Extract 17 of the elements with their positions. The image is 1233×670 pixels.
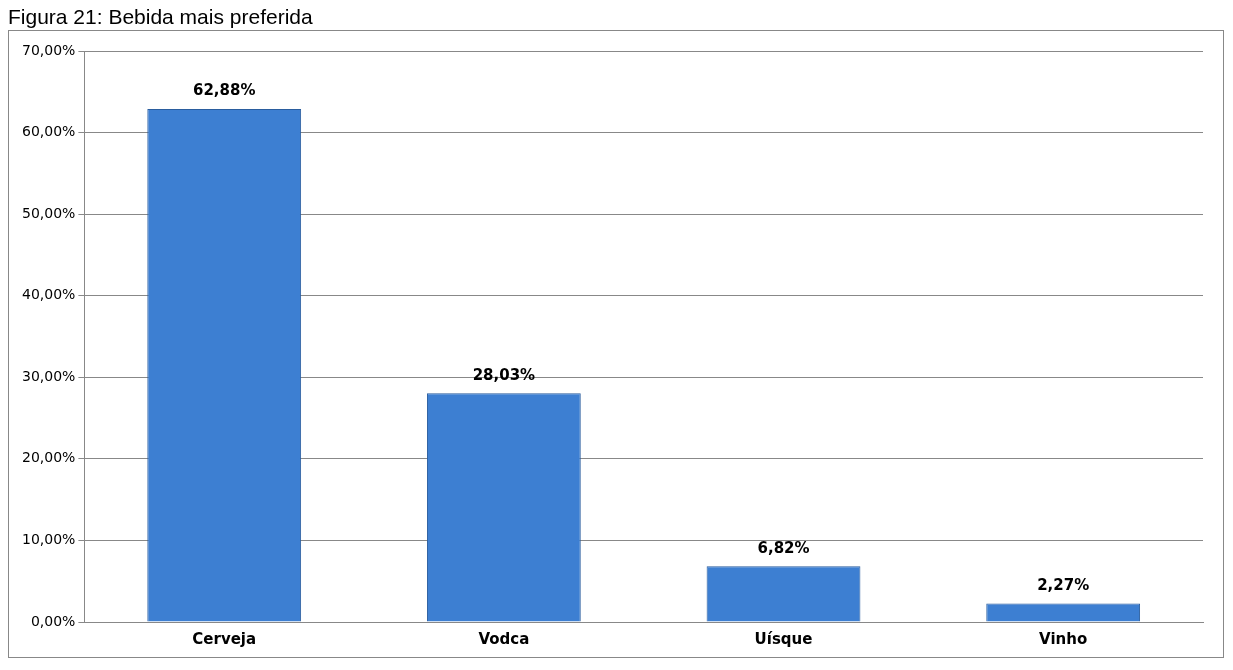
data-label: 28,03% bbox=[472, 365, 536, 384]
y-tick-label: 40,00% bbox=[21, 286, 76, 303]
x-tick-label: Vodca bbox=[478, 629, 530, 648]
data-label: 6,82% bbox=[757, 538, 810, 557]
y-tick-label: 60,00% bbox=[21, 123, 76, 140]
x-tick-label: Uísque bbox=[754, 629, 813, 648]
data-label: 62,88% bbox=[192, 81, 256, 100]
data-label: 2,27% bbox=[1037, 575, 1090, 594]
y-tick-label: 20,00% bbox=[21, 449, 76, 466]
x-tick-label: Cerveja bbox=[192, 629, 257, 648]
y-tick-label: 70,00% bbox=[21, 41, 76, 58]
x-tick-label: Vinho bbox=[1039, 629, 1088, 648]
y-tick-label: 10,00% bbox=[21, 531, 76, 548]
y-tick-label: 50,00% bbox=[21, 204, 76, 221]
y-tick-label: 30,00% bbox=[21, 367, 76, 384]
chart-title: Figura 21: Bebida mais preferida bbox=[8, 4, 314, 30]
y-tick-label: 0,00% bbox=[30, 612, 76, 629]
